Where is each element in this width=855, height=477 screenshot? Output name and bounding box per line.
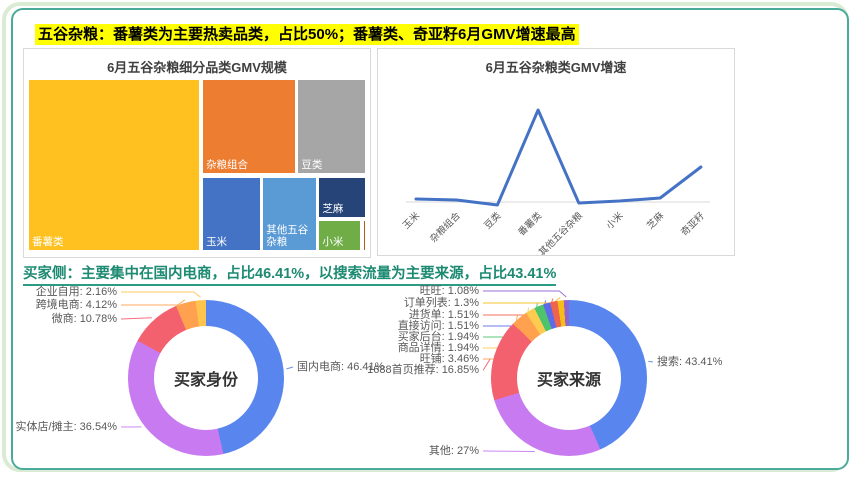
treemap-title: 6月五谷杂粮细分品类GMV规模 (107, 60, 287, 75)
treemap-label: 豆类 (301, 159, 323, 172)
treemap-label: 杂粮组合 (206, 159, 249, 172)
treemap-block-0[interactable]: 番薯类 (28, 79, 201, 251)
treemap-label: 玉米 (206, 235, 228, 248)
treemap-label: 芝麻 (322, 202, 344, 215)
pie-leader-line (648, 360, 654, 363)
treemap-label: 奇亚籽 (364, 221, 366, 250)
heading-strong: 番薯类 (113, 26, 159, 43)
x-axis-label: 芝麻 (644, 209, 666, 231)
treemap-block-6[interactable]: 小米 (318, 219, 362, 251)
gmv-growth-line[interactable] (414, 108, 703, 207)
x-axis-label: 小米 (604, 209, 626, 231)
report-card: 五谷杂粮：番薯类为主要热卖品类，占比50%；番薯类、奇亚籽6月GMV增速最高 6… (11, 8, 849, 470)
pie-label-0-0: 国内电商: 46.41% (297, 361, 385, 373)
pie-leader-line (482, 358, 491, 371)
line-chart-title: 6月五谷杂粮类GMV增速 (485, 60, 627, 75)
pie-label-1-5: 买家后台: 1.94% (397, 331, 479, 343)
x-axis-label: 豆类 (482, 209, 504, 231)
x-axis-label: 番薯类 (516, 209, 545, 238)
pie-label-1-4: 商品详情: 1.94% (397, 342, 479, 354)
pie-label-0-1: 实体店/摊主: 36.54% (15, 421, 117, 433)
section-heading-grains: 五谷杂粮：番薯类为主要热卖品类，占比50%；番薯类、奇亚籽6月GMV增速最高 (35, 24, 579, 45)
buyer-source-donut-wrap: 买家来源 (491, 300, 647, 456)
pie-label-1-6: 直接访问: 1.51% (397, 320, 479, 332)
buyer-source-center-label: 买家来源 (536, 372, 601, 389)
x-axis-label: 奇亚籽 (678, 209, 707, 238)
treemap-block-1[interactable]: 杂粮组合 (202, 79, 296, 175)
pie-label-1-8: 订单列表: 1.3% (403, 297, 479, 309)
x-axis-label: 玉米 (400, 209, 422, 231)
pie-label-1-9: 旺旺: 1.08% (419, 285, 479, 297)
treemap-label: 小米 (322, 235, 344, 248)
pie-label-0-4: 企业自用: 2.16% (35, 286, 117, 298)
pie-label-0-2: 微商: 10.78% (51, 313, 117, 325)
pie-label-1-3: 旺铺: 3.46% (419, 353, 479, 365)
pie-label-1-0: 搜索: 43.41% (657, 356, 723, 368)
treemap-block-5[interactable]: 芝麻 (318, 176, 366, 218)
section-heading-buyers: 买家侧：主要集中在国内电商，占比46.41%，以搜索流量为主要来源，占比43.4… (23, 262, 557, 286)
pie-label-1-2: 1688首页推荐: 16.85% (367, 364, 479, 376)
line-chart-panel: 6月五谷杂粮类GMV增速 玉米 杂粮组合 豆类 番薯类 其他五谷杂粮 小米 芝麻 奇亚籽 (377, 48, 735, 256)
treemap-block-7[interactable]: 奇亚籽 (362, 219, 366, 251)
buyer-source-donut-ring[interactable] (491, 300, 647, 456)
x-axis-label: 其他五谷杂粮 (536, 209, 585, 255)
buyer-identity-donut-wrap: 买家身份 (128, 300, 284, 456)
donut-charts-row: 买家身份 买家来源 国内电商: 46.41% 实体店/摊主: 36.54% 微商: … (13, 282, 851, 472)
treemap-label: 其他五谷杂粮 (266, 223, 309, 248)
buyer-identity-donut-ring[interactable] (128, 300, 284, 456)
heading-lead: 五谷杂粮： (38, 26, 114, 43)
pie-leader-line (286, 366, 294, 370)
pie-label-1-7: 进货单: 1.51% (408, 309, 479, 321)
buyer-identity-center-label: 买家身份 (173, 372, 238, 389)
pie-leader-line (483, 290, 567, 298)
treemap-label: 番薯类 (32, 236, 64, 248)
x-axis-label: 杂粮组合 (427, 209, 463, 245)
treemap-block-2[interactable]: 豆类 (297, 79, 366, 175)
heading-rest: 为主要热卖品类，占比50%；番薯类、奇亚籽6月GMV增速最高 (158, 26, 576, 43)
treemap-block-3[interactable]: 玉米 (202, 176, 261, 251)
pie-leader-line (121, 291, 201, 298)
pie-label-1-1: 其他: 27% (428, 445, 479, 457)
treemap-block-4[interactable]: 其他五谷杂粮 (262, 176, 317, 251)
pie-label-0-3: 跨境电商: 4.12% (35, 299, 117, 311)
